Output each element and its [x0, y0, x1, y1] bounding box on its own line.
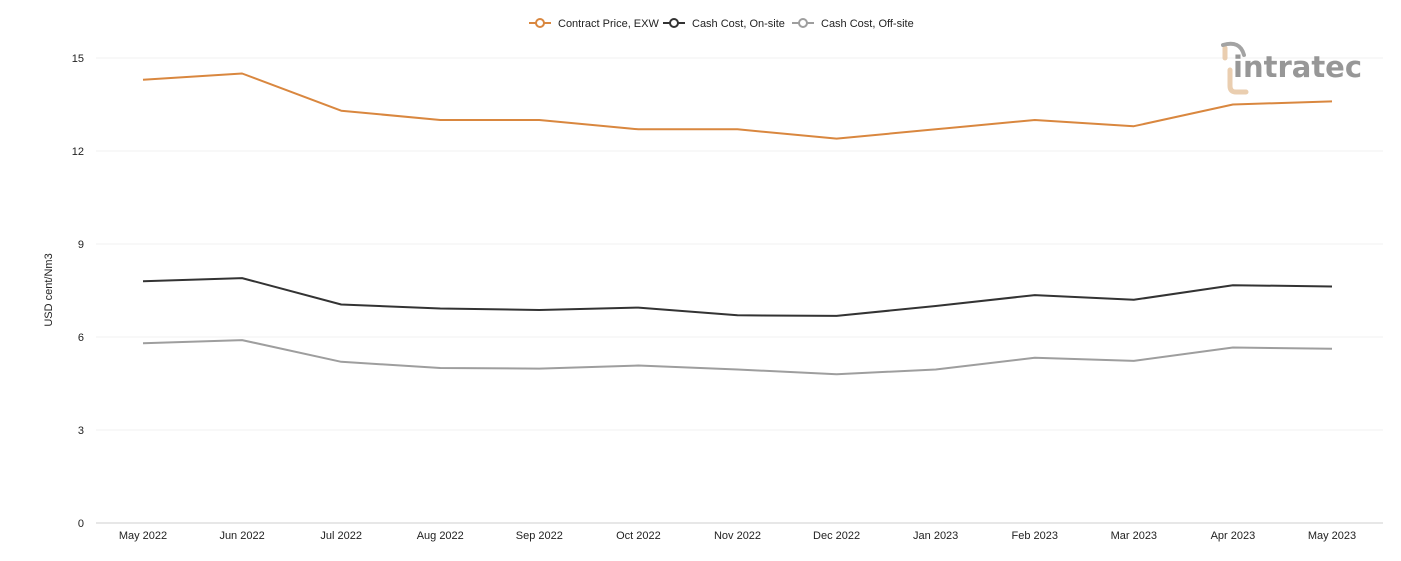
- legend-item-3[interactable]: Cash Cost, Off-site: [792, 18, 914, 30]
- legend-marker-icon: [535, 18, 545, 28]
- x-tick-label: Dec 2022: [813, 530, 860, 542]
- x-tick-label: Mar 2023: [1111, 530, 1157, 542]
- intratec-logo: intratec: [1221, 41, 1362, 95]
- legend[interactable]: Contract Price, EXW Cash Cost, On-site Cas…: [529, 18, 914, 30]
- legend-label: Contract Price, EXW: [558, 18, 659, 30]
- legend-item-1[interactable]: Contract Price, EXW: [529, 18, 659, 30]
- y-tick-label: 9: [78, 239, 84, 251]
- x-tick-label: Jul 2022: [320, 530, 362, 542]
- logo-mark-icon: [1222, 45, 1249, 95]
- x-tick-label: Apr 2023: [1211, 530, 1256, 542]
- logo-arc-icon: [1221, 41, 1246, 57]
- x-axis-ticks: May 2022 Jun 2022 Jul 2022 Aug 2022 Sep 2022…: [119, 530, 1356, 542]
- logo-text: intratec: [1233, 50, 1362, 84]
- legend-label: Cash Cost, Off-site: [821, 18, 914, 30]
- x-tick-label: Feb 2023: [1012, 530, 1058, 542]
- y-tick-label: 15: [72, 53, 84, 65]
- y-axis-title: USD cent/Nm3: [43, 253, 55, 326]
- gridlines: [96, 57, 1383, 524]
- x-tick-label: Jun 2022: [219, 530, 264, 542]
- legend-marker-icon: [669, 18, 679, 28]
- y-tick-label: 3: [78, 425, 84, 437]
- x-tick-label: May 2023: [1308, 530, 1356, 542]
- legend-item-2[interactable]: Cash Cost, On-site: [663, 18, 785, 30]
- x-tick-label: May 2022: [119, 530, 167, 542]
- x-tick-label: Nov 2022: [714, 530, 761, 542]
- y-tick-label: 12: [72, 146, 84, 158]
- legend-marker-icon: [798, 18, 808, 28]
- series-lines: [142, 72, 1333, 376]
- y-axis-ticks: 0 3 6 9 12 15: [72, 53, 84, 530]
- series-line-2: [142, 277, 1333, 317]
- x-tick-label: Oct 2022: [616, 530, 661, 542]
- y-tick-label: 0: [78, 518, 84, 530]
- legend-label: Cash Cost, On-site: [692, 18, 785, 30]
- x-tick-label: Sep 2022: [516, 530, 563, 542]
- x-tick-label: Aug 2022: [417, 530, 464, 542]
- y-tick-label: 6: [78, 332, 84, 344]
- series-line-1: [142, 72, 1333, 140]
- x-tick-label: Jan 2023: [913, 530, 958, 542]
- series-line-3: [142, 339, 1333, 376]
